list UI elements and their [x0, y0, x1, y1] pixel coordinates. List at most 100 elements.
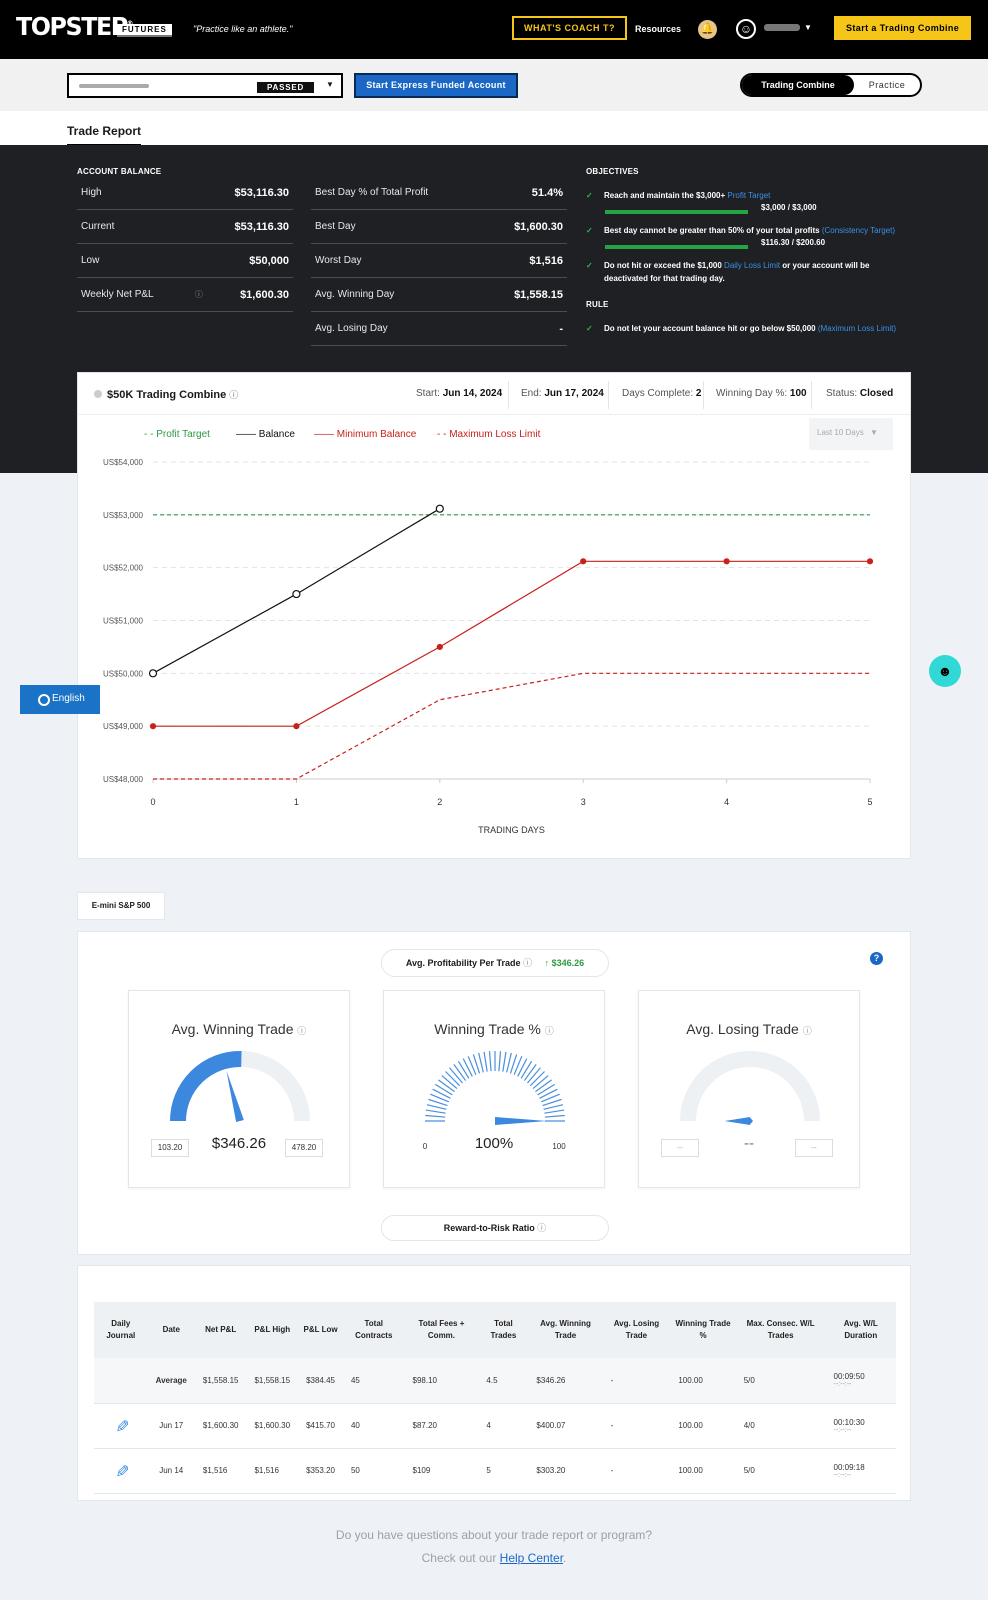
cell-consec: 5/0 — [735, 1358, 826, 1404]
x-tick-label: 5 — [867, 797, 872, 807]
journal-edit-button[interactable]: ✎ — [94, 1403, 148, 1449]
data-point[interactable] — [435, 504, 444, 513]
column-header: Winning Trade % — [670, 1302, 736, 1358]
data-point[interactable] — [292, 589, 301, 599]
daily-loss-limit-link[interactable]: Daily Loss Limit — [724, 261, 781, 270]
start-combine-button[interactable]: Start a Trading Combine — [834, 16, 972, 40]
gauge-max: 478.20 — [285, 1139, 323, 1157]
cell-fees: $109 — [404, 1448, 479, 1494]
balance-label: High — [81, 187, 102, 198]
check-icon: ✓ — [586, 261, 593, 270]
resources-link[interactable]: Resources — [635, 24, 682, 34]
info-icon[interactable]: ⓘ — [537, 1223, 547, 1233]
max-loss-limit-link[interactable]: (Maximum Loss Limit) — [817, 324, 897, 333]
chat-bot-icon[interactable]: ☻ — [929, 655, 961, 687]
gauge-tick — [535, 1079, 552, 1093]
balance-row: Low $50,000 — [77, 244, 293, 278]
gauge-tick — [529, 1071, 545, 1087]
progress-bar-profit-target — [605, 210, 748, 214]
gauge-value: 100% — [474, 1135, 514, 1152]
gauge-tick — [543, 1104, 564, 1110]
info-icon[interactable]: ⓘ — [194, 290, 203, 299]
data-point[interactable] — [723, 558, 730, 565]
gauge-tick — [506, 1052, 512, 1073]
gauge-tick — [520, 1061, 533, 1079]
express-funded-button[interactable]: Start Express Funded Account — [354, 73, 518, 98]
cell-trades: 4 — [478, 1403, 529, 1449]
divider — [703, 381, 704, 409]
stat-value: - — [559, 322, 563, 335]
tab-trading-combine[interactable]: Trading Combine — [742, 75, 854, 95]
y-tick-label: US$51,000 — [103, 617, 144, 626]
column-header: Total Trades — [478, 1302, 529, 1358]
gauge-tick — [425, 1114, 446, 1118]
gauge-tick — [435, 1083, 453, 1096]
help-icon[interactable]: ? — [870, 952, 883, 965]
data-point[interactable] — [149, 723, 157, 730]
pencil-icon[interactable]: ✎ — [111, 1463, 131, 1478]
data-point[interactable] — [148, 669, 158, 678]
notification-icon[interactable]: 🔔 — [698, 20, 717, 39]
winning-day-pct: Winning Day %: 100 — [716, 388, 807, 399]
data-point[interactable] — [436, 643, 443, 651]
cell-low: $384.45 — [298, 1358, 343, 1404]
chevron-down-icon[interactable]: ▼ — [804, 23, 812, 32]
legend-balance[interactable]: —— Balance — [236, 429, 295, 440]
journal-edit-button[interactable]: ✎ — [94, 1448, 148, 1494]
gauge-tick — [502, 1051, 507, 1072]
topstep-logo[interactable]: TOPSTEP® — [16, 12, 133, 41]
gauge-min: 103.20 — [151, 1139, 189, 1157]
pencil-icon[interactable]: ✎ — [111, 1418, 131, 1433]
legend-minimum-balance[interactable]: —— Minimum Balance — [314, 429, 417, 440]
profit-target-link[interactable]: Profit Target — [727, 191, 771, 200]
balance-label: Current — [81, 221, 115, 232]
tab-practice[interactable]: Practice — [868, 80, 906, 90]
range-select[interactable]: Last 10 Days ▼ — [809, 418, 893, 450]
cell-duration: 00:10:30 --:--:-- — [825, 1403, 896, 1449]
column-header: Avg. Losing Trade — [602, 1302, 671, 1358]
info-icon[interactable]: ⓘ — [229, 390, 239, 400]
gauge-tick — [523, 1064, 537, 1081]
balance-row: Current $53,116.30 — [77, 210, 293, 244]
user-avatar-icon[interactable]: ☺ — [736, 19, 756, 39]
consistency-target-link[interactable]: (Consistency Target) — [821, 226, 896, 235]
data-point[interactable] — [580, 558, 587, 565]
combine-title: $50K Trading Combine ⓘ — [107, 389, 239, 401]
gauge-arc — [425, 1051, 565, 1125]
gauge-tick — [462, 1058, 473, 1077]
instrument-tab[interactable]: E-mini S&P 500 — [77, 892, 165, 920]
mode-toggle[interactable]: Trading Combine Practice — [740, 73, 922, 97]
gauge-tick — [540, 1093, 560, 1103]
x-tick-label: 0 — [150, 797, 155, 807]
username-redacted[interactable] — [764, 24, 800, 31]
avg-profitability-value: $346.26 — [551, 958, 585, 968]
chevron-down-icon[interactable]: ▼ — [326, 80, 334, 89]
info-icon[interactable]: ⓘ — [802, 1026, 812, 1036]
tab-trade-report[interactable]: Trade Report — [67, 124, 142, 146]
gauge-tick — [472, 1054, 481, 1074]
gauge-tick — [425, 1109, 446, 1114]
start-date: Start: Jun 14, 2024 — [416, 388, 503, 399]
legend-max-loss-limit[interactable]: - - Maximum Loss Limit — [437, 429, 541, 440]
cell-trades: 4.5 — [478, 1358, 529, 1404]
data-point[interactable] — [866, 558, 874, 565]
status-badge: PASSED — [257, 82, 315, 93]
coach-button[interactable]: WHAT'S COACH T? — [512, 16, 627, 40]
info-icon[interactable]: ⓘ — [544, 1026, 554, 1036]
help-center-link[interactable]: Help Center — [499, 1551, 564, 1565]
tab-bar — [0, 111, 988, 145]
cell-net: $1,516 — [194, 1448, 247, 1494]
legend-profit-target[interactable]: - - Profit Target — [144, 429, 210, 440]
gauge-tick — [438, 1079, 455, 1093]
gauge-tick — [441, 1075, 458, 1089]
loss-duration: --:--:-- — [833, 1426, 852, 1434]
account-select[interactable]: PASSED ▼ — [67, 73, 343, 98]
end-date: End: Jun 17, 2024 — [521, 388, 604, 399]
cell-fees: $87.20 — [404, 1403, 479, 1449]
win-duration: 00:09:50 — [833, 1372, 865, 1382]
info-icon[interactable]: ⓘ — [523, 958, 533, 968]
info-icon[interactable]: ⓘ — [297, 1026, 307, 1036]
x-axis-label: TRADING DAYS — [478, 825, 545, 835]
language-button[interactable]: English — [20, 685, 100, 714]
data-point[interactable] — [293, 723, 300, 730]
